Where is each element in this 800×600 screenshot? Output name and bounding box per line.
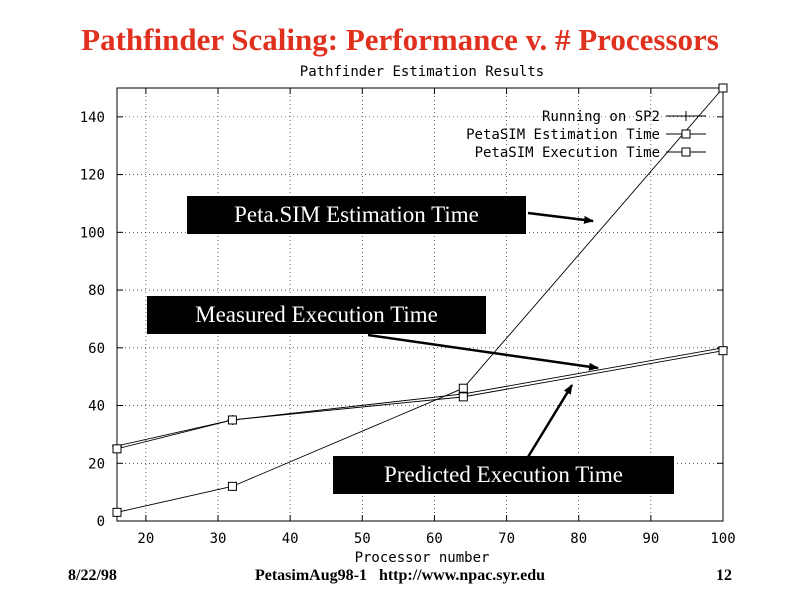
x-tick-label: 60 (426, 531, 443, 547)
y-tick-label: 60 (88, 341, 105, 357)
legend-marker (681, 147, 691, 157)
y-tick-label: 100 (80, 225, 105, 241)
footer-page-number: 12 (716, 567, 732, 584)
y-tick-label: 0 (97, 514, 105, 530)
legend-label: PetaSIM Execution Time (475, 145, 660, 161)
data-point (718, 346, 728, 356)
series (112, 83, 728, 517)
arrow-estimation (527, 211, 594, 224)
x-tick-label: 50 (354, 531, 371, 547)
legend-marker (681, 111, 691, 121)
data-point (112, 507, 122, 517)
arrow-measured (367, 333, 599, 371)
data-point (458, 383, 468, 393)
series-line-2 (116, 87, 724, 513)
plot-frame (116, 87, 724, 522)
x-tick-label: 80 (570, 531, 587, 547)
y-tick-label: 140 (80, 110, 105, 126)
data-point (227, 481, 237, 491)
x-tick-label: 40 (282, 531, 299, 547)
x-tick-label: 30 (210, 531, 227, 547)
data-point (112, 444, 122, 454)
annotation-measured-execution-time: Measured Execution Time (147, 296, 486, 334)
slide-title: Pathfinder Scaling: Performance v. # Pro… (81, 22, 719, 57)
annotation-predicted-execution-time: Predicted Execution Time (333, 456, 674, 494)
x-tick-label: 100 (710, 531, 735, 547)
data-point (227, 415, 237, 425)
y-tick-label: 80 (88, 283, 105, 299)
legend: Running on SP2 PetaSIM Estimation Time Pet… (466, 109, 706, 161)
y-tick-label: 20 (88, 456, 105, 472)
chart-title: Pathfinder Estimation Results (300, 64, 544, 80)
footer-date: 8/22/98 (68, 567, 117, 584)
x-tick-label: 20 (137, 531, 154, 547)
legend-label: Running on SP2 (542, 109, 660, 125)
footer-source: PetasimAug98-1 http://www.npac.syr.edu (254, 567, 546, 584)
legend-marker (681, 129, 691, 139)
y-tick-label: 40 (88, 399, 105, 415)
x-tick-label: 70 (498, 531, 515, 547)
data-point (718, 83, 728, 93)
legend-label: PetaSIM Estimation Time (466, 127, 660, 143)
x-axis-label: Processor number (355, 550, 490, 566)
x-tick-label: 90 (642, 531, 659, 547)
data-point (458, 392, 468, 402)
annotation-estimation-time: Peta.SIM Estimation Time (187, 196, 526, 234)
series-line-1 (116, 347, 724, 447)
axes: 20 30 40 50 60 70 80 90 100 0 20 40 60 80 100 120 140 (80, 88, 736, 547)
series-line-3 (116, 350, 724, 450)
y-tick-label: 120 (80, 168, 105, 184)
arrow-predicted (526, 384, 574, 458)
